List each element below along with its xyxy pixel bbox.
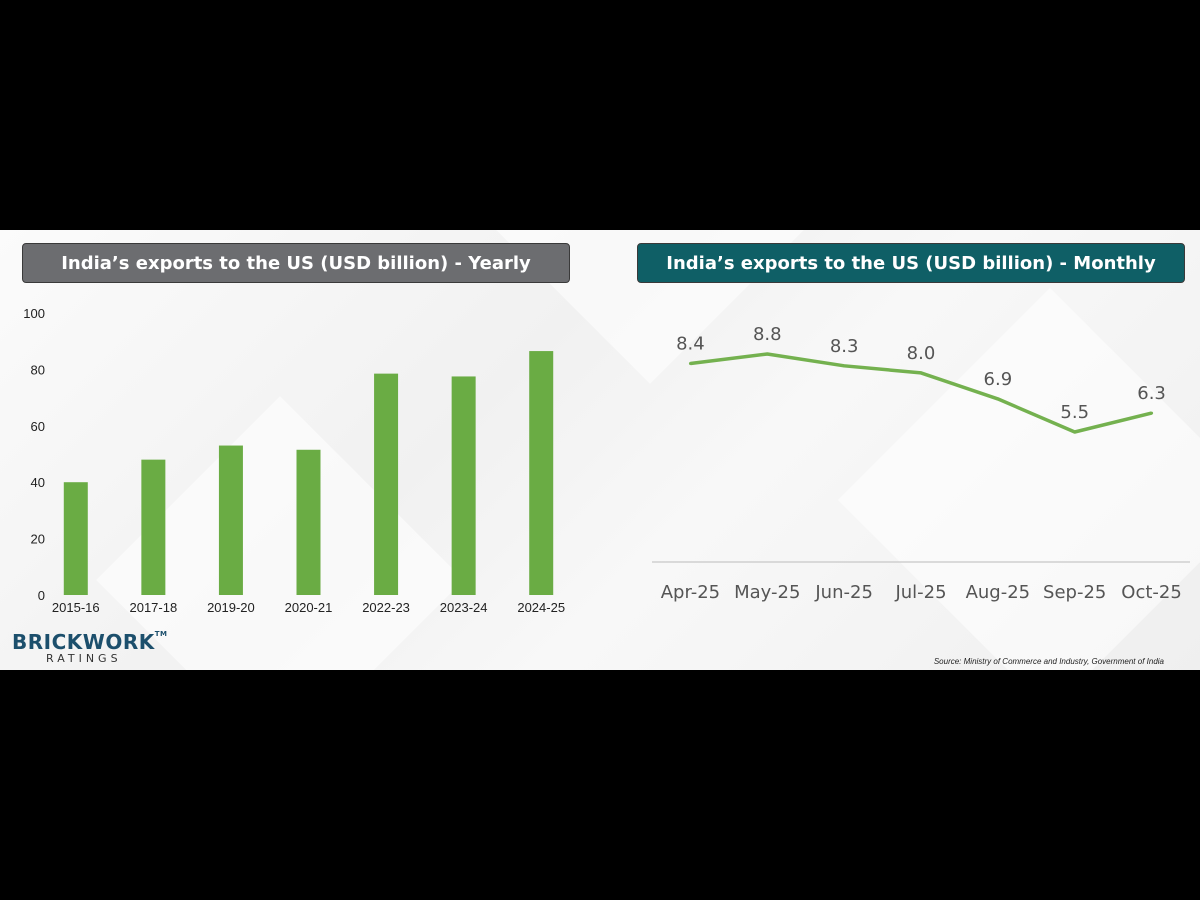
x-tick-label: 2023-24 — [440, 600, 488, 615]
x-tick-label: Aug-25 — [966, 582, 1031, 603]
monthly-line-chart: 8.4 Apr-25 8.8 May-25 8.3 Jun-25 8.0 Jul-25 6.9 A… — [652, 324, 1190, 603]
x-tick-label: 2015-16 — [52, 600, 100, 615]
bar-2017-18 — [141, 459, 166, 595]
data-label: 8.0 — [907, 343, 936, 364]
y-tick-label: 0 — [38, 588, 45, 603]
data-label: 5.5 — [1060, 402, 1089, 423]
data-label: 8.3 — [830, 336, 859, 357]
y-tick-label: 40 — [31, 475, 45, 490]
x-tick-label: Apr-25 — [661, 582, 720, 603]
point-Jun-25 — [842, 364, 846, 368]
data-label: 6.9 — [984, 369, 1013, 390]
source-note: Source: Ministry of Commerce and Industr… — [933, 657, 1164, 666]
x-tick-label: Sep-25 — [1043, 582, 1106, 603]
bar-2019-20 — [218, 445, 243, 595]
data-label: 6.3 — [1137, 383, 1166, 404]
y-tick-label: 20 — [31, 532, 45, 547]
bar-2022-23 — [374, 373, 399, 595]
x-tick-label: 2024-25 — [517, 600, 565, 615]
data-label: 8.4 — [676, 333, 705, 354]
x-tick-label: May-25 — [734, 582, 800, 603]
yearly-bar-chart: 0 20 40 60 80 100 2015-16 2017-18 2019-20 2020-21… — [23, 306, 565, 615]
x-tick-label: 2019-20 — [207, 600, 255, 615]
x-tick-label: Jun-25 — [814, 582, 873, 603]
point-Apr-25 — [688, 361, 692, 365]
y-tick-label: 60 — [31, 419, 45, 434]
data-label: 8.8 — [753, 324, 782, 345]
x-tick-label: 2017-18 — [129, 600, 177, 615]
point-May-25 — [765, 352, 769, 356]
y-tick-label: 80 — [31, 362, 45, 377]
point-Jul-25 — [919, 371, 923, 375]
point-Sep-25 — [1073, 430, 1077, 434]
bar-2024-25 — [529, 351, 554, 595]
point-Aug-25 — [996, 397, 1000, 401]
logo-sub-text: RATINGS — [46, 652, 122, 665]
brickwork-logo: BRICKWORKTM RATINGS — [12, 630, 167, 665]
x-tick-label: Jul-25 — [894, 582, 946, 603]
bar-2020-21 — [296, 449, 321, 595]
monthly-chart-title: India’s exports to the US (USD billion) … — [637, 243, 1185, 283]
bar-2015-16 — [63, 482, 88, 595]
bar-2023-24 — [451, 376, 476, 595]
point-Oct-25 — [1150, 411, 1154, 415]
chart-panel: India’s exports to the US (USD billion) … — [0, 230, 1200, 670]
logo-tm: TM — [154, 630, 168, 638]
logo-main-text: BRICKWORK — [12, 630, 155, 654]
x-tick-label: 2022-23 — [362, 600, 410, 615]
y-tick-label: 100 — [23, 306, 45, 321]
yearly-chart-title: India’s exports to the US (USD billion) … — [22, 243, 570, 283]
x-tick-label: 2020-21 — [285, 600, 333, 615]
x-tick-label: Oct-25 — [1121, 582, 1182, 603]
